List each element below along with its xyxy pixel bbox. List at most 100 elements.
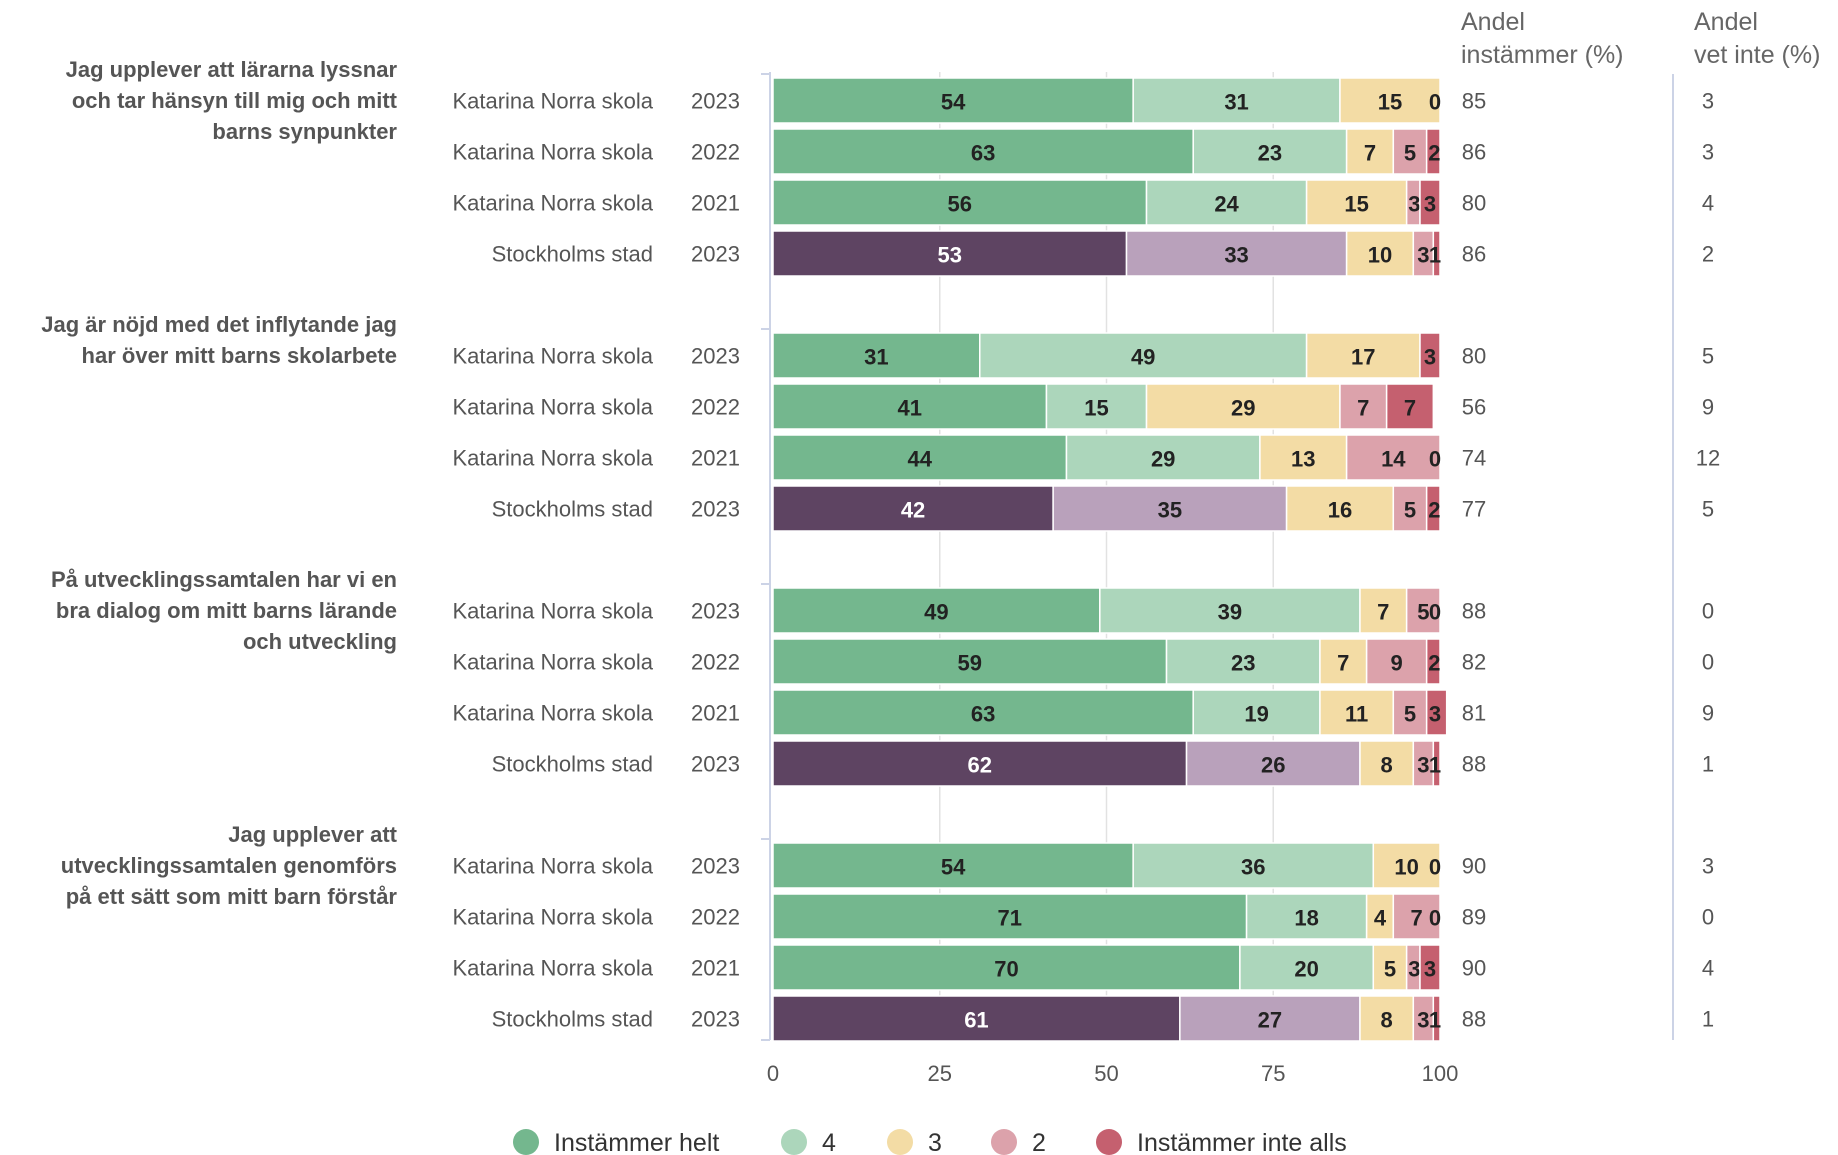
question-label: utvecklingssamtalen genomförs [61,853,397,878]
question-labels-layer: Jag upplever att lärarna lyssnar och tar … [41,57,397,909]
row-unit-label: Stockholms stad [492,242,653,267]
bar-value-label: 49 [1131,345,1155,370]
bar-value-label: 1 [1429,753,1441,778]
dontknow-percent-value: 9 [1702,395,1714,420]
bar-value-label: 0 [1429,906,1441,931]
agree-percent-value: 89 [1462,905,1486,930]
bar-segment [1392,128,1428,175]
bar-value-label: 3 [1429,702,1441,727]
bar-segment [1365,893,1395,940]
agree-percent-value: 80 [1462,344,1486,369]
legend-label: 3 [928,1129,942,1155]
agree-percent-value: 90 [1462,956,1486,981]
legend-label: Instämmer helt [554,1129,719,1155]
bar-segment [772,842,1134,889]
bar-segment [772,689,1194,736]
bar-segment [1425,485,1441,532]
bars-layer: 5431150632375256241533533310313149170341… [772,77,1448,1042]
bar-segment [772,944,1241,991]
row-year-label: 2023 [691,854,740,879]
bar-segment [1419,944,1441,991]
bar-segment [1405,587,1441,634]
bar-segment [1319,689,1395,736]
row-unit-label: Katarina Norra skola [452,89,653,114]
row-year-label: 2023 [691,599,740,624]
bar-value-label: 29 [1151,447,1175,472]
question-label: på ett sätt som mitt barn förstår [66,884,398,909]
bar-segment [1145,179,1308,226]
bar-segment [1245,893,1368,940]
bar-value-label: 70 [994,957,1018,982]
bar-value-label: 53 [938,243,962,268]
row-unit-label: Katarina Norra skola [452,191,653,216]
bar-segment [1392,689,1428,736]
agree-percent-value: 86 [1462,140,1486,165]
bar-value-label: 42 [901,498,925,523]
dontknow-percent-value: 1 [1702,1007,1714,1032]
bar-value-label: 31 [864,345,888,370]
bar-segment [1185,740,1361,787]
bar-value-label: 13 [1291,447,1315,472]
bar-value-label: 33 [1224,243,1248,268]
bar-segment [772,230,1128,277]
agree-percent-value: 86 [1462,242,1486,267]
bar-value-label: 24 [1214,192,1239,217]
dontknow-percent-value: 5 [1702,497,1714,522]
bar-value-label: 41 [897,396,921,421]
bar-value-label: 3 [1417,243,1429,268]
bar-value-label: 8 [1381,1008,1393,1033]
x-axis-ticks: 0 25 50 75 100 [767,1061,1458,1086]
row-year-label: 2022 [691,395,740,420]
bar-value-label: 27 [1258,1008,1282,1033]
bar-segment [1419,332,1441,379]
bar-segment [1425,128,1441,175]
row-year-label: 2021 [691,701,740,726]
bar-value-label: 44 [907,447,932,472]
row-year-label: 2022 [691,140,740,165]
bar-segment [1432,740,1441,787]
bar-segment [772,128,1194,175]
row-year-label: 2023 [691,242,740,267]
x-tick-label: 25 [928,1061,952,1086]
bar-segment [1339,77,1441,124]
bar-value-label: 0 [1429,600,1441,625]
agree-percent-value: 82 [1462,650,1486,675]
question-label: Jag är nöjd med det inflytande jag [41,312,397,337]
dontknow-percent-value: 3 [1702,140,1714,165]
bar-segment [1065,434,1261,481]
legend-label: Instämmer inte alls [1137,1129,1347,1155]
bar-segment [1345,128,1395,175]
bar-value-label: 56 [948,192,972,217]
dontknow-percent-value: 5 [1702,344,1714,369]
bar-value-label: 3 [1424,192,1436,217]
question-label: och utveckling [243,629,397,654]
row-unit-label: Katarina Norra skola [452,599,653,624]
dontknow-percent-value: 0 [1702,599,1714,624]
agree-percent-value: 56 [1462,395,1486,420]
bar-value-label: 8 [1381,753,1393,778]
bar-value-label: 71 [998,906,1022,931]
bar-value-label: 18 [1294,906,1318,931]
row-year-label: 2021 [691,191,740,216]
agree-percent-value: 90 [1462,854,1486,879]
bar-segment [1099,587,1361,634]
bar-value-label: 35 [1158,498,1182,523]
bar-value-label: 7 [1377,600,1389,625]
bar-value-label: 63 [971,702,995,727]
legend-swatch [513,1129,539,1155]
agree-percent-value: 81 [1462,701,1486,726]
agree-percent-value: 80 [1462,191,1486,216]
question-label: har över mitt barns skolarbete [82,343,397,368]
bar-value-label: 2 [1428,498,1440,523]
x-tick-label: 0 [767,1061,779,1086]
dontknow-percent-value: 0 [1702,650,1714,675]
x-tick-label: 100 [1422,1061,1459,1086]
bar-value-label: 5 [1417,600,1429,625]
axis-frame [761,72,1674,1041]
dontknow-percent-value: 3 [1702,854,1714,879]
bar-segment [1045,383,1148,430]
bar-segment [1372,944,1408,991]
bar-segment [1145,383,1341,430]
